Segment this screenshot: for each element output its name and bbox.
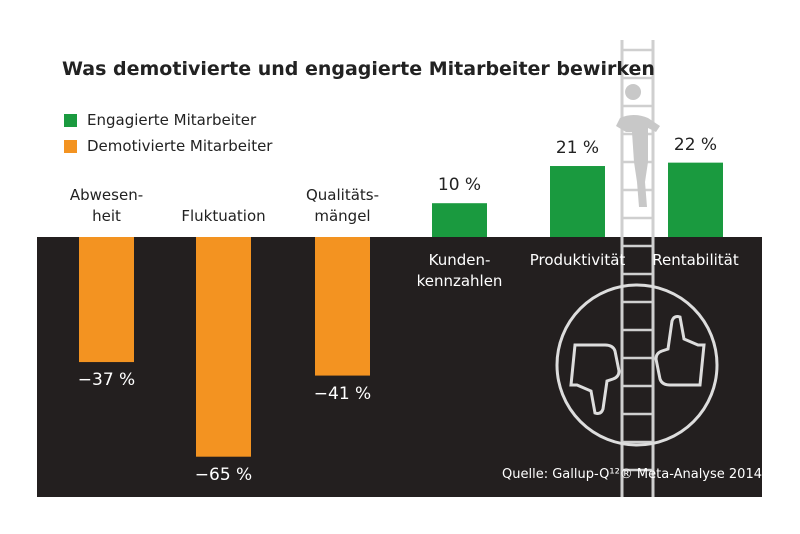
- person-on-ladder-icon: [616, 84, 660, 207]
- legend-label: Demotivierte Mitarbeiter: [87, 137, 273, 155]
- source-note: Quelle: Gallup-Q¹²® Meta-Analyse 2014: [502, 467, 762, 482]
- legend-swatch-green: [64, 113, 77, 127]
- category-label: Fluktuation: [164, 206, 284, 227]
- dark-background: [37, 237, 762, 497]
- category-label-line: kennzahlen: [416, 272, 503, 290]
- data-label: −37 %: [77, 370, 136, 391]
- category-label: Abwesen-heit: [47, 185, 167, 227]
- data-label: 22 %: [673, 134, 718, 155]
- category-label-line: Rentabilität: [652, 251, 739, 269]
- bar-4: [550, 166, 605, 237]
- category-label-line: Kunden-: [428, 251, 491, 269]
- bar-5: [668, 162, 723, 237]
- category-label: Qualitäts-mängel: [283, 185, 403, 227]
- data-label: −41 %: [313, 383, 372, 404]
- bar-2: [315, 237, 370, 376]
- bar-3: [432, 203, 487, 237]
- category-label-line: Fluktuation: [181, 207, 266, 225]
- category-label-line: Qualitäts-: [305, 186, 380, 204]
- bar-1: [196, 237, 251, 457]
- legend-item-demotivated: Demotivierte Mitarbeiter: [64, 137, 272, 155]
- thumbs-circle: [555, 283, 719, 447]
- bar-0: [79, 237, 134, 363]
- data-label: 21 %: [555, 138, 600, 159]
- legend-label: Engagierte Mitarbeiter: [87, 111, 257, 129]
- thumbs-up-icon: [654, 315, 706, 387]
- category-label-line: mängel: [314, 207, 371, 225]
- thumbs-down-icon: [569, 343, 621, 415]
- category-label-line: Produktivität: [529, 251, 626, 269]
- data-label: 10 %: [437, 175, 482, 196]
- category-label: Produktivität: [518, 250, 638, 271]
- category-label: Kunden-kennzahlen: [400, 250, 520, 292]
- category-label-line: Abwesen-: [69, 186, 144, 204]
- legend-swatch-orange: [64, 139, 77, 153]
- chart-title: Was demotivierte und engagierte Mitarbei…: [62, 58, 655, 80]
- category-label: Rentabilität: [636, 250, 756, 271]
- legend-item-engaged: Engagierte Mitarbeiter: [64, 111, 256, 129]
- category-label-line: heit: [92, 207, 121, 225]
- data-label: −65 %: [194, 464, 253, 485]
